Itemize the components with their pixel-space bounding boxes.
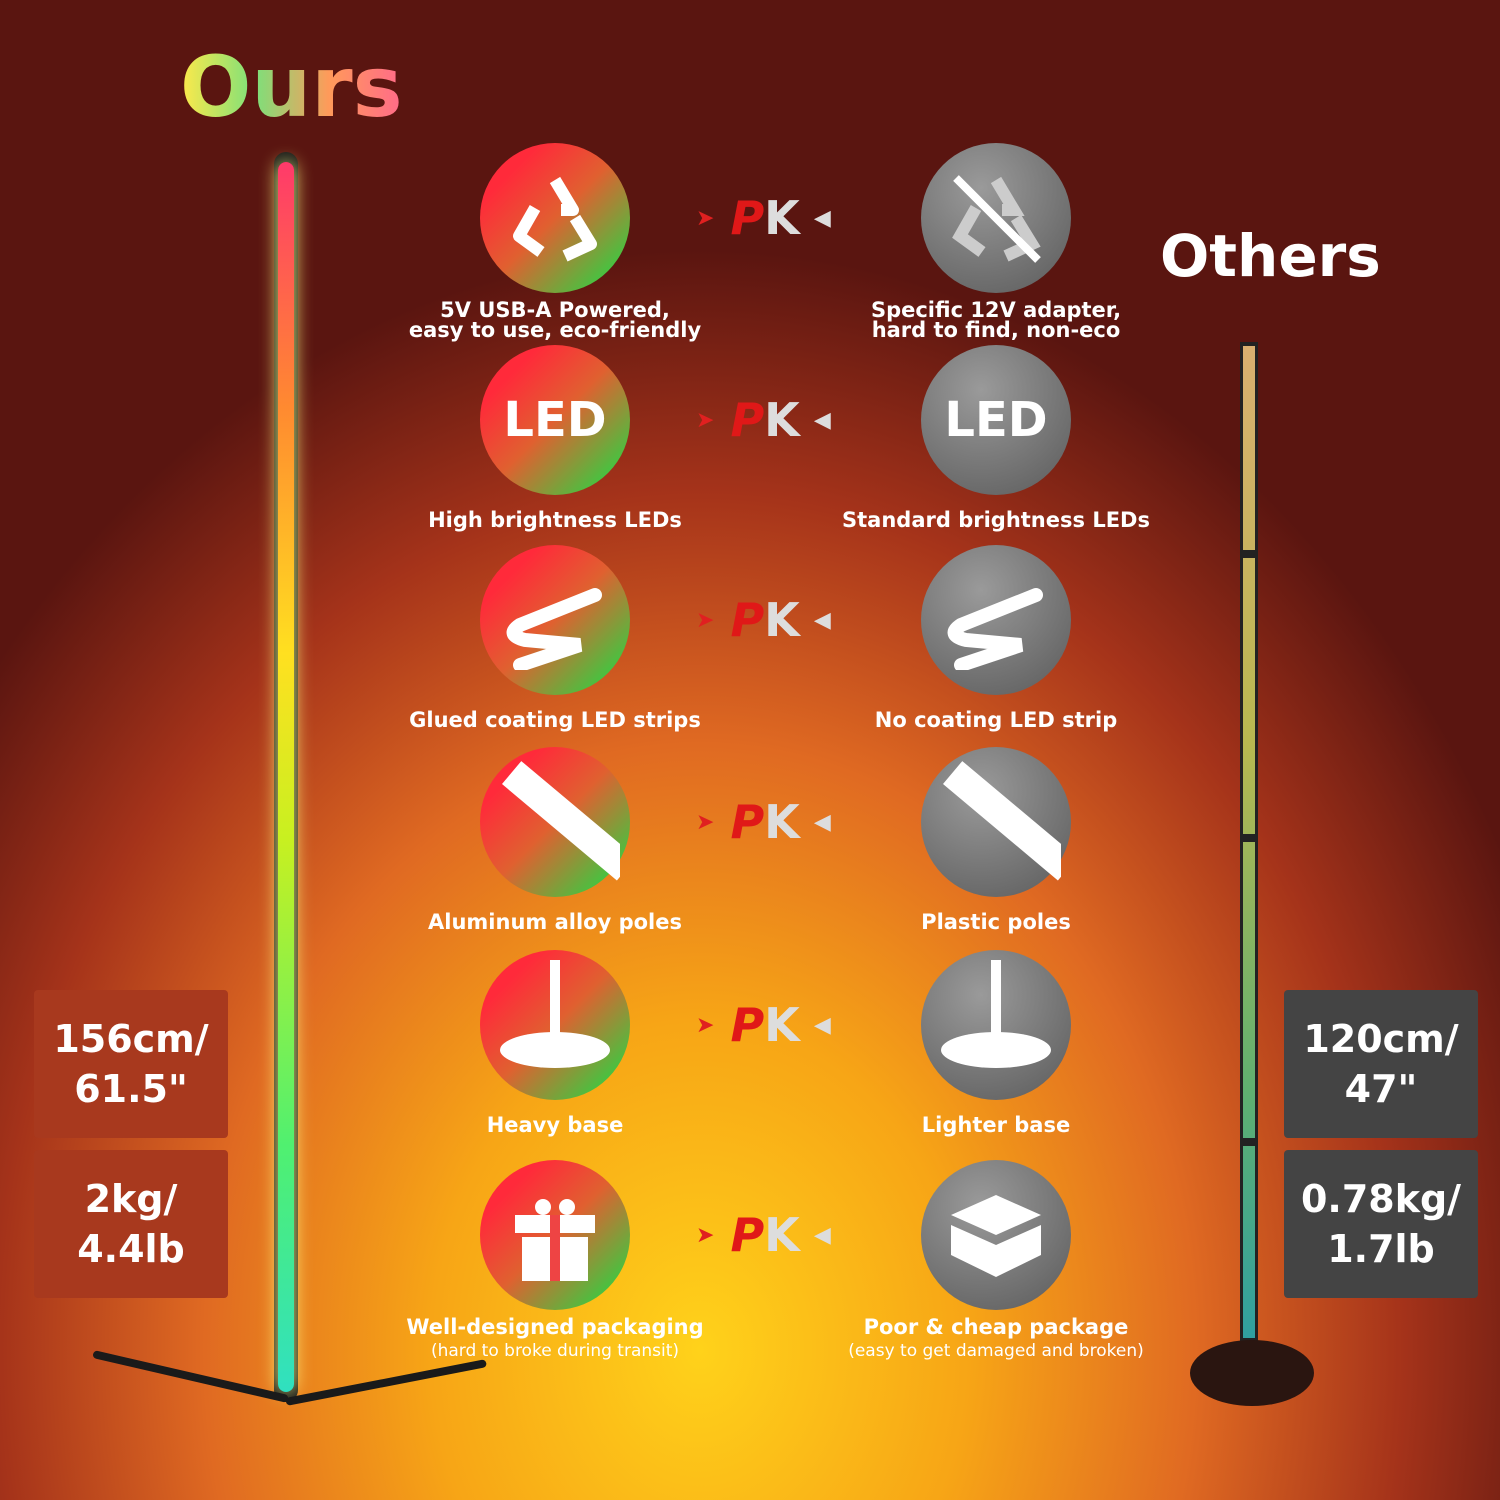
others-feature-caption-5: Lighter base: [776, 1113, 1216, 1137]
caption-line: No coating LED strip: [874, 708, 1118, 732]
caption-line: Specific 12V adapter,: [870, 298, 1122, 322]
ours-title: Ours: [180, 38, 403, 136]
caption-line: Aluminum alloy poles: [428, 910, 682, 934]
no-recycle-icon: [946, 168, 1046, 268]
ours-feature-icon-6: [480, 1160, 630, 1310]
arrow-left-icon: ◀: [813, 205, 831, 231]
box-icon: [941, 1185, 1051, 1285]
arrow-right-icon: ➤: [696, 1222, 715, 1248]
others-feature-icon-5: [921, 950, 1071, 1100]
led-strip-icon: [500, 570, 610, 670]
caption-line: Well-designed packaging: [406, 1315, 704, 1339]
others-feature-caption-3: No coating LED strip: [776, 708, 1216, 732]
pk-versus-badge: ➤ P K ◀: [696, 393, 861, 447]
arrow-left-icon: ◀: [813, 809, 831, 835]
arrow-left-icon: ◀: [813, 1222, 831, 1248]
caption-line: High brightness LEDs: [428, 508, 682, 532]
pole-joint: [1240, 550, 1258, 558]
pk-p: P: [730, 191, 765, 245]
ours-lamp-leg-right: [285, 1359, 488, 1406]
pk-k: K: [764, 393, 800, 447]
arrow-right-icon: ➤: [696, 407, 715, 433]
arrow-right-icon: ➤: [696, 1012, 715, 1038]
caption-line: 5V USB-A Powered,: [440, 298, 670, 322]
others-weight-badge: 0.78kg/ 1.7lb: [1284, 1150, 1478, 1298]
ours-feature-caption-4: Aluminum alloy poles: [335, 910, 775, 934]
pk-p: P: [730, 795, 765, 849]
pk-p: P: [730, 593, 765, 647]
pk-versus-badge: ➤ P K ◀: [696, 795, 861, 849]
pk-versus-badge: ➤ P K ◀: [696, 191, 861, 245]
arrow-left-icon: ◀: [813, 407, 831, 433]
pole-joint: [1240, 1138, 1258, 1146]
led-icon: LED: [503, 392, 607, 448]
pole-joint: [1240, 834, 1258, 842]
pk-k: K: [764, 1208, 800, 1262]
ours-feature-caption-1: 5V USB-A Powered, easy to use, eco-friend…: [335, 298, 775, 342]
others-title: Others: [1160, 222, 1381, 290]
pk-versus-badge: ➤ P K ◀: [696, 593, 861, 647]
pk-k: K: [764, 191, 800, 245]
led-strip-icon: [941, 570, 1051, 670]
ours-feature-caption-2: High brightness LEDs: [335, 508, 775, 532]
caption-line: easy to use, eco-friendly: [408, 318, 702, 342]
caption-line: hard to find, non-eco: [871, 318, 1121, 342]
ours-lamp-leg-left: [92, 1350, 289, 1403]
others-feature-icon-4: [921, 747, 1071, 897]
caption-line: Glued coating LED strips: [409, 708, 701, 732]
others-feature-icon-1: [921, 143, 1071, 293]
others-lamp-base: [1190, 1340, 1314, 1406]
led-icon: LED: [944, 392, 1048, 448]
ours-feature-icon-4: [480, 747, 630, 897]
base-icon: [490, 960, 620, 1090]
ours-weight-badge: 2kg/ 4.4lb: [34, 1150, 228, 1298]
arrow-right-icon: ➤: [696, 205, 715, 231]
caption-line: Plastic poles: [921, 910, 1071, 934]
recycle-icon: [505, 168, 605, 268]
arrow-right-icon: ➤: [696, 809, 715, 835]
caption-line: Standard brightness LEDs: [842, 508, 1150, 532]
pk-p: P: [730, 393, 765, 447]
base-icon: [931, 960, 1061, 1090]
ours-feature-caption-6: Well-designed packaging (hard to broke du…: [335, 1315, 775, 1362]
pole-icon: [931, 757, 1061, 887]
caption-line: Heavy base: [486, 1113, 624, 1137]
arrow-right-icon: ➤: [696, 607, 715, 633]
others-feature-caption-2: Standard brightness LEDs: [776, 508, 1216, 532]
gift-icon: [510, 1185, 600, 1285]
pk-versus-badge: ➤ P K ◀: [696, 998, 861, 1052]
others-feature-caption-6: Poor & cheap package (easy to get damaged…: [776, 1315, 1216, 1362]
arrow-left-icon: ◀: [813, 607, 831, 633]
pk-k: K: [764, 998, 800, 1052]
pk-p: P: [730, 1208, 765, 1262]
others-feature-caption-1: Specific 12V adapter, hard to find, non-e…: [776, 298, 1216, 342]
pk-k: K: [764, 593, 800, 647]
pk-versus-badge: ➤ P K ◀: [696, 1208, 861, 1262]
others-lamp-pole: [1240, 342, 1258, 1342]
caption-line: Lighter base: [921, 1113, 1071, 1137]
others-feature-icon-2: LED: [921, 345, 1071, 495]
pk-k: K: [764, 795, 800, 849]
pk-p: P: [730, 998, 765, 1052]
others-height-badge: 120cm/ 47": [1284, 990, 1478, 1138]
ours-feature-icon-1: [480, 143, 630, 293]
ours-lamp-pole: [274, 152, 298, 1402]
pole-icon: [490, 757, 620, 887]
caption-subtext: (easy to get damaged and broken): [848, 1341, 1144, 1361]
others-feature-icon-6: [921, 1160, 1071, 1310]
ours-feature-icon-2: LED: [480, 345, 630, 495]
others-feature-icon-3: [921, 545, 1071, 695]
caption-line: Poor & cheap package: [863, 1315, 1129, 1339]
ours-height-badge: 156cm/ 61.5": [34, 990, 228, 1138]
others-feature-caption-4: Plastic poles: [776, 910, 1216, 934]
ours-feature-caption-5: Heavy base: [335, 1113, 775, 1137]
ours-feature-icon-5: [480, 950, 630, 1100]
caption-subtext: (hard to broke during transit): [430, 1341, 680, 1361]
arrow-left-icon: ◀: [813, 1012, 831, 1038]
ours-feature-caption-3: Glued coating LED strips: [335, 708, 775, 732]
ours-feature-icon-3: [480, 545, 630, 695]
